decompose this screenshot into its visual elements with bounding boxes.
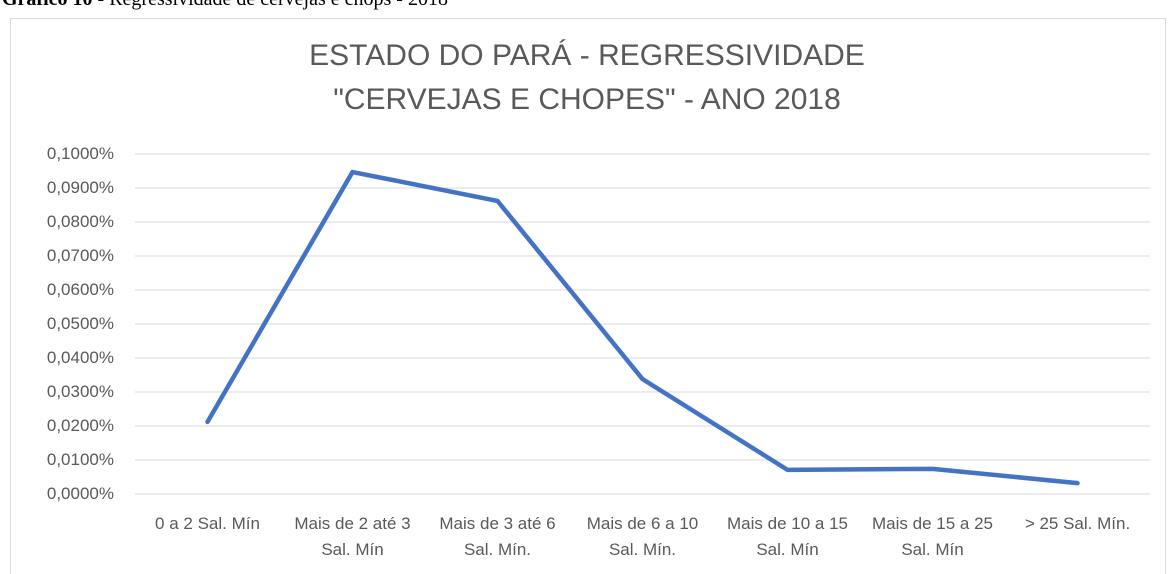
x-tick-label: Mais de 3 até 6 Sal. Mín. [439,514,556,559]
y-tick-label: 0,1000% [46,144,114,163]
x-tick-label: > 25 Sal. Mín. [1024,514,1131,533]
line-series [205,169,1080,486]
x-tick-label: Mais de 15 a 25 Sal. Mín [872,514,993,559]
x-tick-label: Mais de 2 até 3 Sal. Mín [294,514,411,559]
caption: Gráfico 10 - Regressividade de cervejas … [2,0,448,11]
y-tick-label: 0,0300% [46,382,114,401]
y-tick-label: 0,0000% [46,484,114,503]
chart-title: ESTADO DO PARÁ - REGRESSIVIDADE "CERVEJA… [309,39,865,116]
caption-text: - Regressividade de cervejas e chops - 2… [98,0,448,10]
chart-border [10,18,1166,574]
y-tick-label: 0,0500% [46,314,114,333]
x-tick-label: Mais de 6 a 10 Sal. Mín. [586,514,699,559]
y-tick-label: 0,0400% [46,348,114,367]
y-tick-label: 0,0200% [46,416,114,435]
y-tick-label: 0,0800% [46,212,114,231]
y-tick-label: 0,0600% [46,280,114,299]
x-tick-label: 0 a 2 Sal. Mín [155,514,260,533]
x-tick-label: Mais de 10 a 15 Sal. Mín [727,514,848,559]
caption-label: Gráfico 10 [2,0,93,10]
y-tick-label: 0,0900% [46,178,114,197]
y-tick-label: 0,0100% [46,450,114,469]
y-tick-label: 0,0700% [46,246,114,265]
